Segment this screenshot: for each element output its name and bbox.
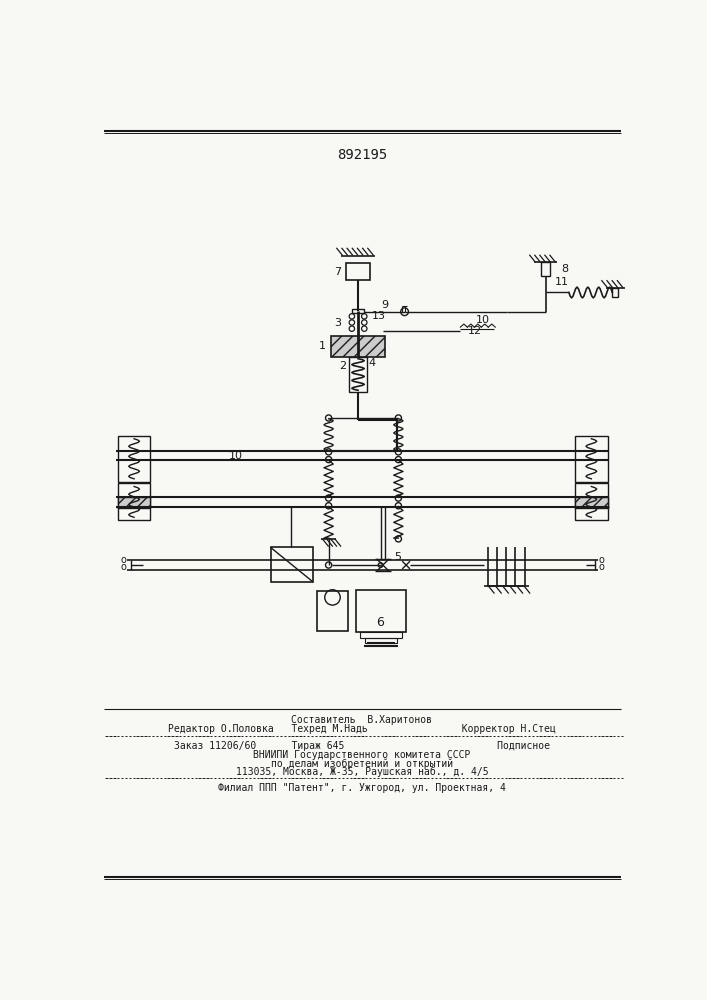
Text: 4: 4 xyxy=(369,358,376,368)
Bar xyxy=(365,638,397,643)
Text: 10: 10 xyxy=(228,451,243,461)
Text: Составитель  В.Харитонов: Составитель В.Харитонов xyxy=(291,715,433,725)
Bar xyxy=(349,357,368,392)
Text: Редактор О.Половка   Техред М.Надь                Корректор Н.Стец: Редактор О.Половка Техред М.Надь Коррект… xyxy=(168,724,556,734)
Bar xyxy=(612,288,619,297)
Bar xyxy=(575,483,607,520)
Bar xyxy=(118,483,151,520)
Bar xyxy=(575,497,607,508)
Text: Заказ 11206/60      Тираж 645                          Подписное: Заказ 11206/60 Тираж 645 Подписное xyxy=(174,741,550,751)
Bar xyxy=(346,263,370,280)
Bar xyxy=(271,547,313,582)
Text: по делам изобретений и открытий: по делам изобретений и открытий xyxy=(271,758,453,769)
Text: 3: 3 xyxy=(334,318,341,328)
Text: 13: 13 xyxy=(372,311,386,321)
Text: 1: 1 xyxy=(320,341,327,351)
Text: 8: 8 xyxy=(561,264,568,274)
Bar xyxy=(118,436,151,482)
Bar xyxy=(118,497,151,508)
Text: 5: 5 xyxy=(394,552,401,562)
Text: 10: 10 xyxy=(476,315,490,325)
Text: ВНИИПИ Государственного комитета СССР: ВНИИПИ Государственного комитета СССР xyxy=(253,750,471,760)
Text: o: o xyxy=(598,555,604,565)
Bar xyxy=(575,497,607,508)
Text: 11: 11 xyxy=(555,277,569,287)
Text: 7: 7 xyxy=(334,267,341,277)
Text: Филиал ППП "Патент", г. Ужгород, ул. Проектная, 4: Филиал ППП "Патент", г. Ужгород, ул. Про… xyxy=(218,783,506,793)
Text: 12: 12 xyxy=(468,326,482,336)
Text: o: o xyxy=(120,562,126,572)
Bar xyxy=(575,436,607,482)
Text: 2: 2 xyxy=(339,361,346,371)
Bar xyxy=(356,590,406,632)
Bar xyxy=(331,336,385,357)
Bar xyxy=(541,262,550,276)
Bar xyxy=(118,497,151,508)
Text: 113035, Москва, Ж-35, Раушская наб., д. 4/5: 113035, Москва, Ж-35, Раушская наб., д. … xyxy=(235,767,489,777)
Text: 6: 6 xyxy=(377,616,385,629)
Bar xyxy=(360,632,402,638)
Bar xyxy=(352,309,364,313)
Bar xyxy=(317,591,348,631)
Text: o: o xyxy=(120,555,126,565)
Text: 9: 9 xyxy=(382,300,389,310)
Text: 892195: 892195 xyxy=(337,148,387,162)
Text: o: o xyxy=(598,562,604,572)
